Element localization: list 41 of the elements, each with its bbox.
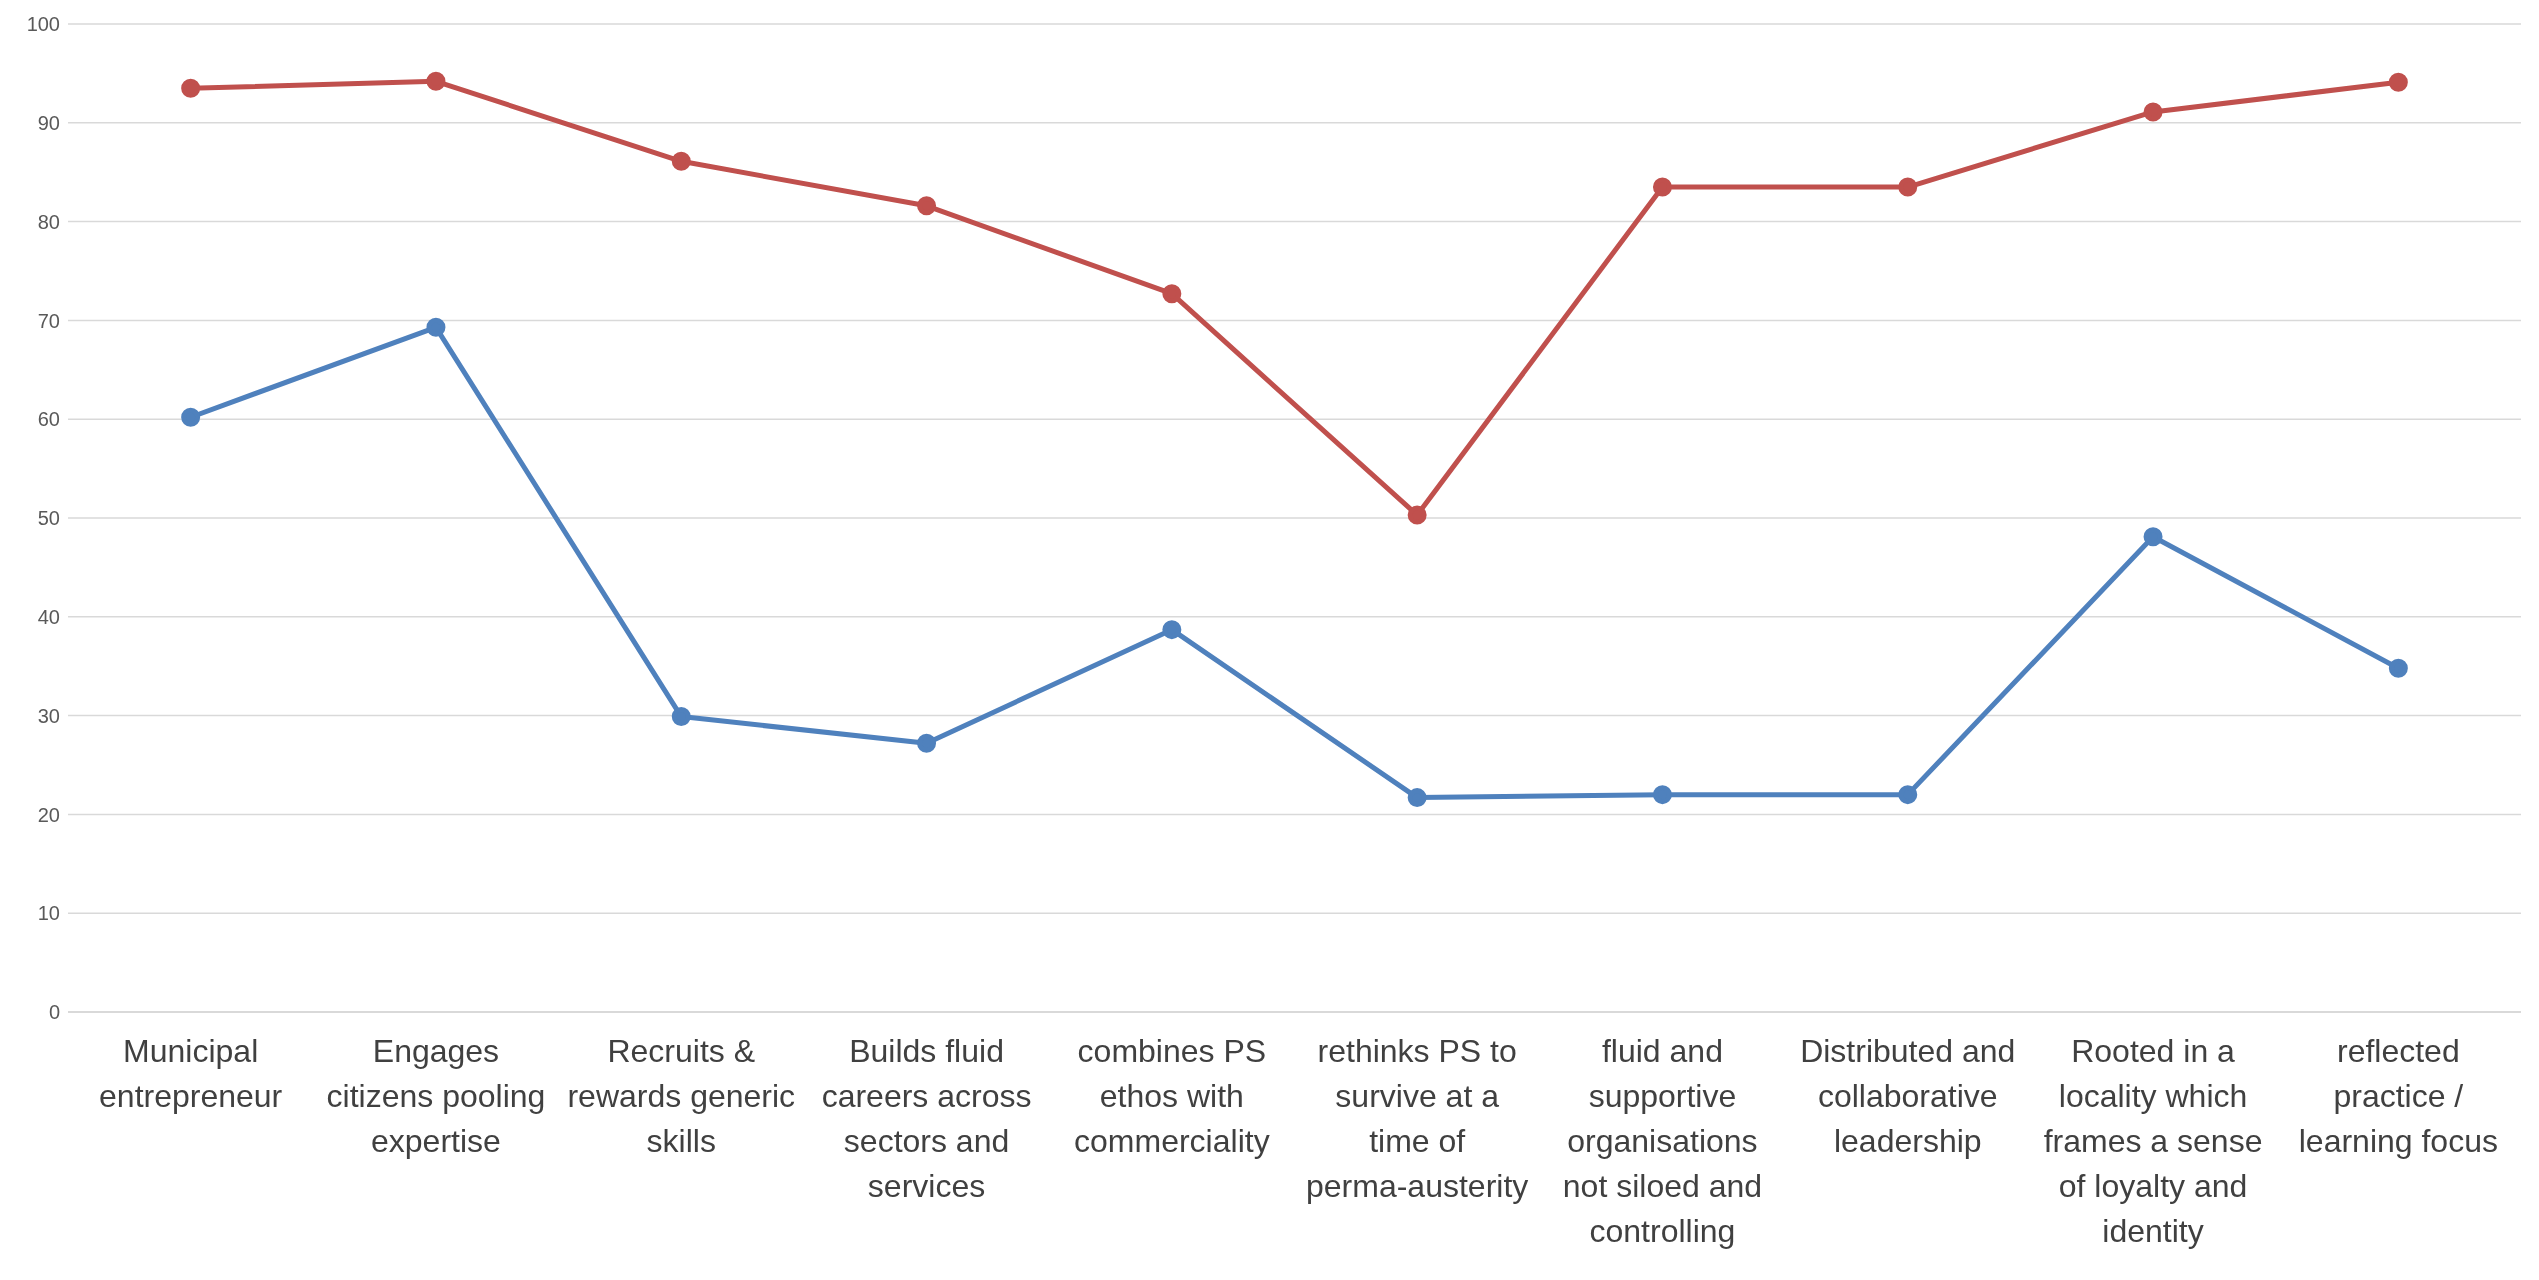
point — [1898, 785, 1918, 805]
point — [917, 733, 937, 753]
point — [2388, 658, 2408, 678]
x-tick-label: Recruits & rewards generic skills — [567, 1033, 796, 1159]
x-tick-label: Rooted in a locality which frames a sense of loyalty and identity — [2043, 1033, 2263, 1249]
point — [2143, 102, 2163, 122]
y-tick-label: 30 — [37, 704, 60, 727]
y-tick-label: 0 — [48, 1001, 60, 1024]
point — [2143, 527, 2163, 547]
point — [1652, 177, 1672, 197]
x-tick-label: Distributed and collaborative leadership — [1800, 1033, 2016, 1159]
y-tick-label: 20 — [37, 803, 60, 826]
x-tick-label: Engages citizens pooling expertise — [326, 1033, 546, 1159]
x-tick-label: Municipal entrepreneur — [99, 1033, 283, 1114]
y-tick-label: 40 — [37, 605, 60, 628]
x-tick-label: Builds fluid careers across sectors and services — [821, 1033, 1032, 1204]
y-tick-label: 100 — [26, 13, 60, 36]
x-tick-label: combines PS ethos with commerciality — [1074, 1033, 1270, 1159]
point — [1407, 788, 1427, 808]
point — [671, 707, 691, 727]
y-tick-label: 50 — [37, 507, 60, 530]
y-tick-label: 90 — [37, 111, 60, 134]
point — [1898, 177, 1918, 197]
y-tick-label: 10 — [37, 902, 60, 925]
point — [1652, 785, 1672, 805]
point — [671, 151, 691, 171]
point — [1407, 505, 1427, 525]
point — [1162, 620, 1182, 640]
point — [426, 317, 446, 337]
point — [2388, 72, 2408, 92]
y-tick-label: 70 — [37, 309, 60, 332]
y-tick-label: 80 — [37, 210, 60, 233]
y-tick-label: 60 — [37, 408, 60, 431]
point — [181, 407, 201, 427]
point — [426, 71, 446, 91]
point — [1162, 284, 1182, 304]
x-tick-label: reflected practice / learning focus — [2298, 1033, 2498, 1159]
point — [917, 196, 937, 216]
point — [181, 78, 201, 98]
x-tick-label: rethinks PS to survive at a time of perma-austerity — [1306, 1033, 1529, 1204]
x-tick-label: fluid and supportive organisations not siloed and controlling — [1562, 1033, 1763, 1249]
